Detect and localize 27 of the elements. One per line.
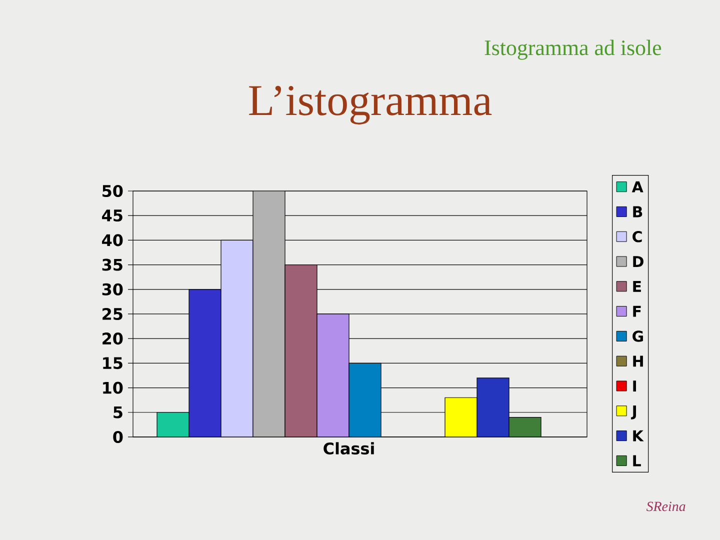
legend-label: L xyxy=(633,455,641,466)
y-tick-label: 25 xyxy=(102,308,122,320)
y-tick-label: 30 xyxy=(102,283,123,296)
chart-subtitle: Istogramma ad isole xyxy=(484,40,662,60)
y-tick-label: 0 xyxy=(113,430,123,444)
legend-label: A xyxy=(632,181,644,192)
text: SReina xyxy=(646,502,686,512)
x-axis-title: Classi xyxy=(324,442,374,455)
y-tick-label: 45 xyxy=(102,210,122,222)
y-tick-label: 5 xyxy=(114,406,122,418)
legend-label: F xyxy=(633,306,641,317)
legend-label: I xyxy=(633,380,636,392)
y-tick-label: 35 xyxy=(102,258,122,271)
y-tick-label: 50 xyxy=(102,184,123,198)
y-tick-label: 20 xyxy=(102,332,123,345)
legend-label: H xyxy=(633,356,643,367)
legend-label: D xyxy=(633,256,644,267)
legend-label: G xyxy=(632,330,643,342)
chart-title: L’istogramma xyxy=(249,86,492,124)
legend-label: E xyxy=(633,281,641,292)
legend-label: K xyxy=(633,430,644,442)
y-tick-label: 10 xyxy=(103,382,123,394)
legend-label: J xyxy=(630,406,636,420)
y-tick-label: 40 xyxy=(102,234,123,246)
y-tick-label: 15 xyxy=(103,357,122,370)
legend-label: C xyxy=(632,231,642,242)
legend-label: B xyxy=(633,206,642,218)
